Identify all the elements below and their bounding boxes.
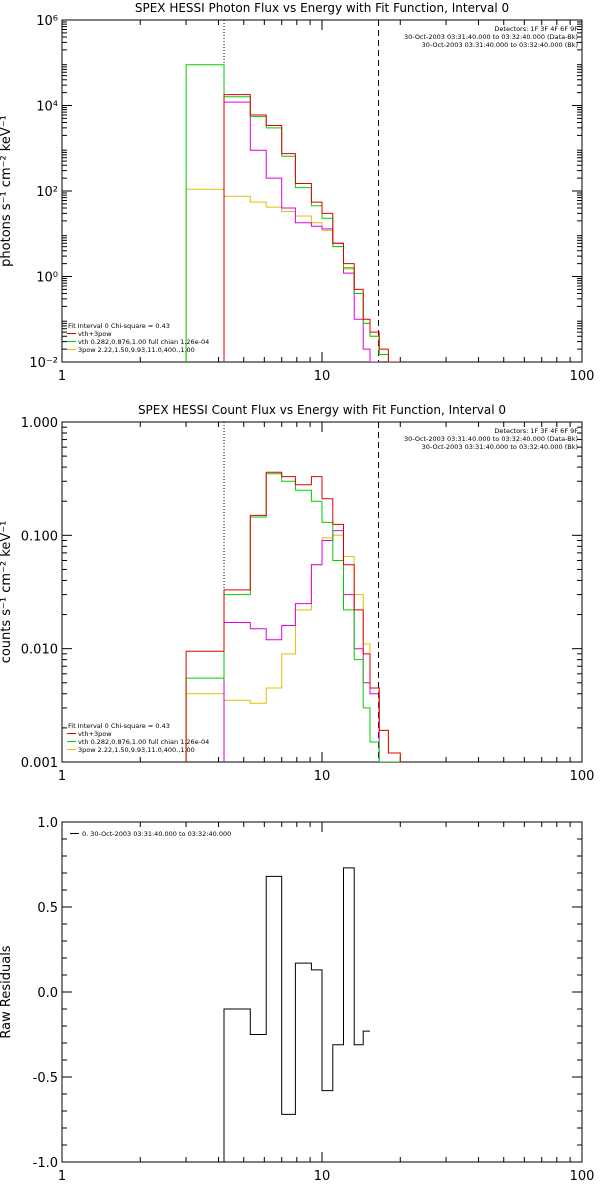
- x-tick-label: 100: [570, 769, 595, 784]
- x-tick-label: 1: [58, 369, 66, 384]
- x-tick-label: 10: [314, 1169, 331, 1184]
- series-green-line: [185, 473, 401, 762]
- y-tick-label: 0.100: [21, 529, 58, 544]
- legend-text: 0. 30-Oct-2003 03:31:40.000 to 03:32:40.…: [82, 830, 231, 838]
- header-line: 30-Oct-2003 03:31:40.000 to 03:32:40.000…: [422, 41, 578, 49]
- residuals-panel: 1 10 100 -1.0 -0.5 0.0 0.5 1.0 Raw Residuals 0. 3…: [0, 816, 594, 1184]
- x-tick-label: 10: [314, 769, 331, 784]
- y-tick-label: 1.000: [21, 416, 58, 431]
- legend-text: vth 0.282,0.876,1.00 full chian 1.26e-04: [78, 338, 209, 346]
- count-flux-panel: SPEX HESSI Count Flux vs Energy with Fit…: [0, 403, 594, 784]
- series-green-line: [185, 64, 401, 362]
- legend-text: vth+3pow: [78, 730, 112, 738]
- series-black-line: [223, 867, 370, 1162]
- y-axis-label: counts s⁻¹ cm⁻² keV⁻¹: [0, 521, 14, 664]
- y-tick-label: 10⁰: [36, 271, 58, 286]
- header-line: 30-Oct-2003 03:31:40.000 to 03:32:40.000…: [404, 33, 578, 41]
- x-tick-label: 10: [314, 369, 331, 384]
- y-tick-label: -1.0: [33, 1156, 58, 1171]
- y-tick-label: 10⁶: [36, 14, 58, 29]
- header-line: Detectors: 1F 3F 4F 6F 9F: [494, 25, 578, 33]
- x-tick-label: 100: [570, 369, 595, 384]
- y-tick-label: 0.010: [21, 643, 58, 658]
- y-tick-label: 0.001: [21, 756, 58, 771]
- series-magenta-line: [223, 530, 380, 762]
- x-tick-label: 1: [58, 1169, 66, 1184]
- y-tick-label: 0.0: [37, 986, 58, 1001]
- x-tick-label: 1: [58, 769, 66, 784]
- y-tick-label: 1.0: [37, 816, 58, 831]
- chart-title: SPEX HESSI Count Flux vs Energy with Fit…: [138, 403, 506, 417]
- y-tick-label: 10⁴: [36, 100, 58, 115]
- y-axis-label: Raw Residuals: [0, 945, 14, 1038]
- chart-title: SPEX HESSI Photon Flux vs Energy with Fi…: [135, 1, 509, 15]
- header-line: 30-Oct-2003 03:31:40.000 to 03:32:40.000…: [422, 443, 578, 451]
- legend-text: 3pow 2.22,1.50,9.93,11.0,400.,1.00: [78, 746, 195, 754]
- y-tick-label: -0.5: [33, 1071, 58, 1086]
- legend-text: vth 0.282,0.876,1.00 full chian 1.26e-04: [78, 738, 209, 746]
- series-red-line: [185, 471, 401, 762]
- series-yellow-line: [185, 188, 401, 362]
- legend-text: Fit Interval 0 Chi-square = 0.43: [68, 722, 170, 730]
- y-axis-label: photons s⁻¹ cm⁻² keV⁻¹: [0, 115, 14, 267]
- legend-text: Fit Interval 0 Chi-square = 0.43: [68, 322, 170, 330]
- y-tick-label: 10²: [36, 185, 58, 200]
- plot-frame: [61, 19, 583, 363]
- header-line: Detectors: 1F 3F 4F 6F 9F: [494, 427, 578, 435]
- plot-frame: [61, 421, 583, 763]
- header-line: 30-Oct-2003 03:31:40.000 to 03:32:40.000…: [404, 435, 578, 443]
- y-tick-label: 0.5: [37, 901, 58, 916]
- photon-flux-panel: SPEX HESSI Photon Flux vs Energy with Fi…: [0, 1, 594, 384]
- series-red-line: [223, 94, 401, 362]
- y-tick-label: 10⁻²: [29, 356, 58, 371]
- legend-text: vth+3pow: [78, 330, 112, 338]
- series-magenta-line: [223, 101, 380, 362]
- legend-text: 3pow 2.22,1.50,9.93,11.0,400.,1.00: [78, 346, 195, 354]
- x-tick-label: 100: [570, 1169, 595, 1184]
- series-yellow-line: [185, 534, 401, 762]
